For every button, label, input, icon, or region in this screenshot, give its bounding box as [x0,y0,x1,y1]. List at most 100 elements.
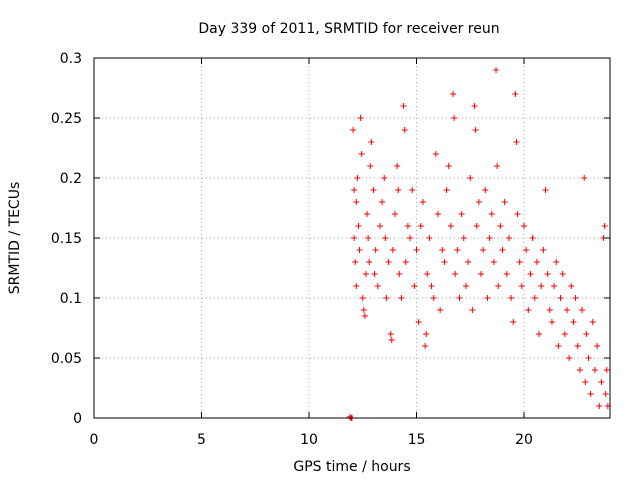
y-tick-label: 0 [73,411,82,427]
data-point [523,247,530,253]
data-point [564,307,570,313]
data-point [551,283,558,289]
data-point [372,247,379,253]
data-point [473,223,480,229]
data-point [482,187,489,193]
y-tick-label: 0.15 [51,231,82,247]
data-point [576,367,583,373]
data-point [387,331,394,337]
data-point [495,283,502,289]
data-point [484,295,491,301]
data-point [478,271,484,277]
data-point [460,235,467,241]
data-point [367,163,374,169]
chart-title: Day 339 of 2011, SRMTID for receiver reu… [198,21,499,37]
data-point [351,235,358,241]
data-point [447,223,454,229]
y-tick-label: 0.25 [51,111,82,127]
data-point [396,271,403,277]
data-point [591,367,598,373]
data-point [516,259,523,265]
data-point [456,295,463,301]
data-point [401,127,408,133]
data-point [445,163,452,169]
data-point [555,343,562,349]
data-point [514,211,521,217]
data-point [439,247,446,253]
data-point [360,307,367,313]
data-point [601,223,608,229]
data-point [494,163,501,169]
data-point [589,319,596,325]
data-point [350,127,357,133]
data-point [382,235,389,241]
data-point [361,313,368,319]
data-point [443,187,450,193]
data-point [430,295,437,301]
data-point [407,235,414,241]
data-point [566,355,573,361]
data-point [538,283,545,289]
data-point [454,247,461,253]
y-tick-label: 0.1 [60,291,82,307]
data-point [536,331,543,337]
data-point [364,211,371,217]
data-point [486,235,493,241]
y-tick-label: 0.3 [60,51,82,67]
ticks-layer: 0 0.05 0.1 0.15 0.2 0.25 0.3 0 5 10 15 20 [51,51,610,448]
data-point [357,115,364,121]
data-point [503,271,510,277]
data-point [413,247,420,253]
data-point [398,295,405,301]
data-point [602,391,609,397]
data-point [423,331,430,337]
data-point [379,199,386,205]
data-point [533,259,540,265]
data-point [480,247,487,253]
data-point [525,307,532,313]
data-point [579,307,586,313]
data-point [490,259,497,265]
data-point [540,247,547,253]
data-point [452,271,459,277]
data-point [368,139,375,145]
data-point [553,259,560,265]
x-tick-label: 10 [300,432,318,448]
data-point [529,235,536,241]
data-point [568,283,575,289]
data-point [352,259,359,265]
data-point [388,337,395,343]
data-point [510,319,517,325]
data-point [435,211,441,217]
data-point [385,259,392,265]
data-point [362,271,369,277]
data-point [395,187,402,193]
data-point [424,271,431,277]
data-point [417,223,424,229]
data-point [582,379,589,385]
data-point [354,175,361,181]
data-point [359,295,366,301]
data-point [437,307,444,313]
data-point [475,199,482,205]
data-point [355,223,362,229]
data-point [441,259,448,265]
data-point [570,319,577,325]
data-point [376,223,383,229]
data-point [415,319,422,325]
data-point [531,295,538,301]
data-point [358,151,365,157]
data-point [527,271,534,277]
data-point [583,331,590,337]
data-point [458,211,465,217]
y-tick-label: 0.2 [60,171,82,187]
data-point [402,259,409,265]
data-point [574,343,581,349]
data-point [366,259,373,265]
data-point [422,343,429,349]
x-tick-label: 20 [515,432,533,448]
data-point [383,295,390,301]
points-layer [346,67,611,421]
data-point [371,271,378,277]
data-point [572,295,579,301]
